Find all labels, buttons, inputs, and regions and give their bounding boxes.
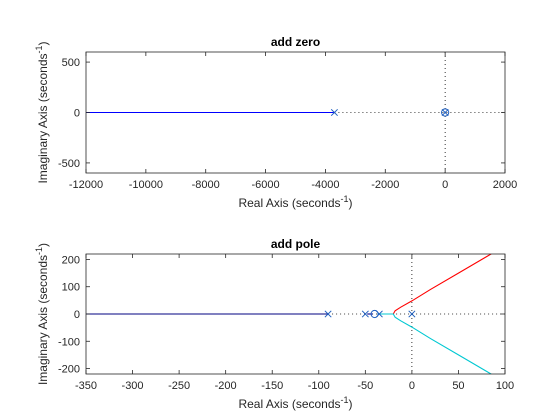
x-tick-label: 0 — [409, 380, 415, 392]
x-tick-label: -50 — [357, 380, 373, 392]
x-axis-label-exponent: -1 — [341, 395, 349, 405]
x-tick-label: -8000 — [192, 179, 220, 191]
y-tick-label: 100 — [62, 282, 80, 294]
x-tick-label: -12000 — [69, 179, 103, 191]
pole-marker — [330, 108, 338, 117]
plot-area — [86, 254, 505, 374]
x-tick-label: -100 — [308, 380, 330, 392]
x-tick-label: -300 — [122, 380, 144, 392]
y-axis-label-exponent: -1 — [34, 247, 44, 255]
x-tick-label: -200 — [215, 380, 237, 392]
x-axis-label-suffix: ) — [349, 196, 353, 210]
pole-marker — [324, 310, 332, 318]
x-tick-label: 2000 — [493, 179, 517, 191]
y-tick-label: -500 — [58, 158, 80, 170]
y-tick-label: 500 — [62, 57, 80, 69]
x-axis-label-exponent: -1 — [341, 194, 349, 204]
chart-add-zero: -12000 -10000 -8000 -6000 -4000 -2000 0 2000 -50… — [34, 35, 517, 210]
y-axis-label: Imaginary Axis (seconds-1) — [34, 41, 50, 183]
chart-title: add zero — [271, 35, 320, 49]
x-axis-label-text: Real Axis (seconds — [238, 397, 340, 411]
y-axis-label-text: Imaginary Axis (seconds — [36, 255, 50, 385]
y-tick-label: 0 — [74, 108, 80, 120]
plot-area — [86, 52, 505, 173]
x-axis-label-suffix: ) — [349, 397, 353, 411]
locus-branch-3 — [377, 254, 493, 315]
pole-marker — [441, 108, 449, 117]
y-axis-label-exponent: -1 — [34, 45, 44, 53]
y-axis-label-text: Imaginary Axis (seconds — [36, 53, 50, 183]
x-axis-label: Real Axis (seconds-1) — [238, 395, 352, 411]
locus-branch-4 — [377, 313, 493, 374]
x-tick-label: 50 — [452, 380, 464, 392]
x-axis-label-text: Real Axis (seconds — [238, 196, 340, 210]
x-tick-label: 100 — [496, 380, 514, 392]
pole-marker — [408, 310, 416, 318]
x-tick-label: -250 — [168, 380, 190, 392]
x-tick-label: -2000 — [371, 179, 399, 191]
zero-marker — [370, 309, 379, 319]
pole-marker — [361, 310, 369, 318]
y-tick-label: -100 — [58, 336, 80, 348]
x-axis-label: Real Axis (seconds-1) — [238, 194, 352, 210]
x-tick-label: -150 — [261, 380, 283, 392]
y-tick-label: 200 — [62, 254, 80, 266]
y-axis-label: Imaginary Axis (seconds-1) — [34, 243, 50, 385]
x-tick-label: -350 — [75, 380, 97, 392]
y-tick-label: -200 — [58, 364, 80, 376]
x-tick-label: -6000 — [252, 179, 280, 191]
x-tick-label: 0 — [442, 179, 448, 191]
x-tick-label: -10000 — [129, 179, 163, 191]
chart-add-pole: -350 -300 -250 -200 -150 -100 -50 0 50 100-200-10… — [34, 237, 514, 411]
y-axis-label-suffix: ) — [36, 243, 50, 247]
y-tick-label: 0 — [74, 309, 80, 321]
x-tick-label: -4000 — [311, 179, 339, 191]
chart-title: add pole — [271, 237, 321, 251]
y-axis-label-suffix: ) — [36, 41, 50, 45]
zero-marker — [441, 108, 450, 117]
